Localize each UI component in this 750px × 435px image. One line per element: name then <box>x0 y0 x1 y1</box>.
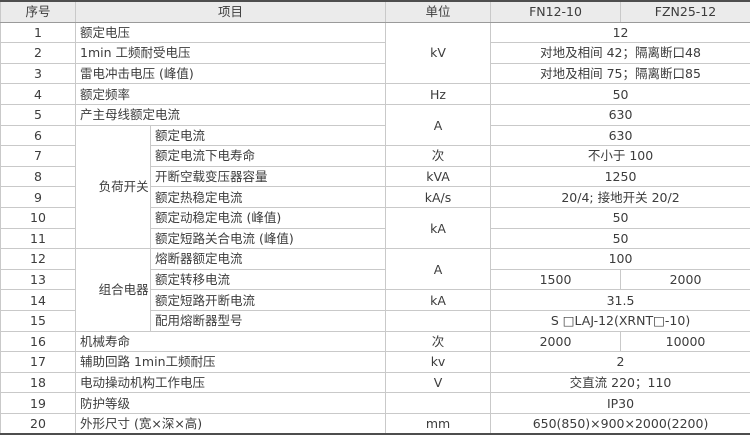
table-row: 18 电动操动机构工作电压 V 交直流 220；110 <box>1 372 750 393</box>
table-row: 5 产主母线额定电流 A 630 <box>1 104 750 125</box>
table-row: 1 额定电压 kV 12 <box>1 22 750 43</box>
value-cell-fzn25-12: 10000 <box>621 331 750 352</box>
table-row: 3 雷电冲击电压 (峰值) 对地及相间 75；隔离断口85 <box>1 63 750 84</box>
row-no: 6 <box>1 125 76 146</box>
unit-cell: V <box>386 372 491 393</box>
header-model-fn12-10: FN12-10 <box>491 1 621 22</box>
value-cell: 2 <box>491 352 750 373</box>
row-no: 7 <box>1 146 76 167</box>
value-cell: 不小于 100 <box>491 146 750 167</box>
item-label: 机械寿命 <box>76 331 386 352</box>
table-row: 19 防护等级 IP30 <box>1 393 750 414</box>
row-no: 13 <box>1 269 76 290</box>
table-row: 16 机械寿命 次 2000 10000 <box>1 331 750 352</box>
value-cell: IP30 <box>491 393 750 414</box>
row-no: 20 <box>1 413 76 434</box>
table-row: 4 额定频率 Hz 50 <box>1 84 750 105</box>
value-cell-fzn25-12: 2000 <box>621 269 750 290</box>
table-row: 20 外形尺寸 (宽×深×高) mm 650(850)×900×2000(220… <box>1 413 750 434</box>
value-cell: 1250 <box>491 166 750 187</box>
item-label: 熔断器额定电流 <box>151 249 386 270</box>
value-cell: 50 <box>491 84 750 105</box>
header-row: 序号 项目 单位 FN12-10 FZN25-12 <box>1 1 750 22</box>
value-cell: 31.5 <box>491 290 750 311</box>
item-label: 额定短路开断电流 <box>151 290 386 311</box>
value-cell: 630 <box>491 125 750 146</box>
item-label: 额定动稳定电流 (峰值) <box>151 207 386 228</box>
row-no: 9 <box>1 187 76 208</box>
row-no: 17 <box>1 352 76 373</box>
unit-cell <box>386 393 491 414</box>
row-no: 5 <box>1 104 76 125</box>
unit-cell: 次 <box>386 146 491 167</box>
row-no: 3 <box>1 63 76 84</box>
item-label: 防护等级 <box>76 393 386 414</box>
table-row: 6 负荷开关 额定电流 630 <box>1 125 750 146</box>
unit-cell: kVA <box>386 166 491 187</box>
unit-cell: 次 <box>386 331 491 352</box>
value-cell: 650(850)×900×2000(2200) <box>491 413 750 434</box>
row-no: 19 <box>1 393 76 414</box>
item-label: 配用熔断器型号 <box>151 310 386 331</box>
value-cell: 对地及相间 42；隔离断口48 <box>491 43 750 64</box>
item-label: 外形尺寸 (宽×深×高) <box>76 413 386 434</box>
unit-cell: kA <box>386 207 491 248</box>
group-label-combined-apparatus: 组合电器 <box>76 249 151 331</box>
group-label-load-switch: 负荷开关 <box>76 125 151 249</box>
item-label: 辅助回路 1min工频耐压 <box>76 352 386 373</box>
value-cell-fn12-10: 2000 <box>491 331 621 352</box>
unit-cell: kA/s <box>386 187 491 208</box>
unit-cell: mm <box>386 413 491 434</box>
header-unit: 单位 <box>386 1 491 22</box>
item-label: 额定短路关合电流 (峰值) <box>151 228 386 249</box>
row-no: 2 <box>1 43 76 64</box>
row-no: 14 <box>1 290 76 311</box>
header-no: 序号 <box>1 1 76 22</box>
unit-cell: A <box>386 104 491 145</box>
item-label: 额定电流 <box>151 125 386 146</box>
value-cell: 50 <box>491 228 750 249</box>
row-no: 1 <box>1 22 76 43</box>
item-label: 开断空载变压器容量 <box>151 166 386 187</box>
value-cell-fn12-10: 1500 <box>491 269 621 290</box>
row-no: 11 <box>1 228 76 249</box>
value-cell: 交直流 220；110 <box>491 372 750 393</box>
row-no: 12 <box>1 249 76 270</box>
item-label: 额定电压 <box>76 22 386 43</box>
value-cell: 20/4; 接地开关 20/2 <box>491 187 750 208</box>
unit-cell: A <box>386 249 491 290</box>
value-cell: 630 <box>491 104 750 125</box>
row-no: 8 <box>1 166 76 187</box>
header-model-fzn25-12: FZN25-12 <box>621 1 750 22</box>
item-label: 雷电冲击电压 (峰值) <box>76 63 386 84</box>
table-row: 12 组合电器 熔断器额定电流 A 100 <box>1 249 750 270</box>
item-label: 电动操动机构工作电压 <box>76 372 386 393</box>
item-label: 产主母线额定电流 <box>76 104 386 125</box>
item-label: 1min 工频耐受电压 <box>76 43 386 64</box>
unit-cell: kv <box>386 352 491 373</box>
value-cell: 对地及相间 75；隔离断口85 <box>491 63 750 84</box>
item-label: 额定热稳定电流 <box>151 187 386 208</box>
value-cell: 12 <box>491 22 750 43</box>
unit-cell: kV <box>386 22 491 84</box>
table-row: 17 辅助回路 1min工频耐压 kv 2 <box>1 352 750 373</box>
value-cell: 50 <box>491 207 750 228</box>
row-no: 4 <box>1 84 76 105</box>
row-no: 18 <box>1 372 76 393</box>
item-label: 额定频率 <box>76 84 386 105</box>
header-item: 项目 <box>76 1 386 22</box>
value-cell: S □LAJ-12(XRNT□-10) <box>491 310 750 331</box>
row-no: 16 <box>1 331 76 352</box>
item-label: 额定电流下电寿命 <box>151 146 386 167</box>
table-row: 2 1min 工频耐受电压 对地及相间 42；隔离断口48 <box>1 43 750 64</box>
row-no: 10 <box>1 207 76 228</box>
value-cell: 100 <box>491 249 750 270</box>
row-no: 15 <box>1 310 76 331</box>
item-label: 额定转移电流 <box>151 269 386 290</box>
unit-cell: kA <box>386 290 491 311</box>
unit-cell <box>386 310 491 331</box>
unit-cell: Hz <box>386 84 491 105</box>
